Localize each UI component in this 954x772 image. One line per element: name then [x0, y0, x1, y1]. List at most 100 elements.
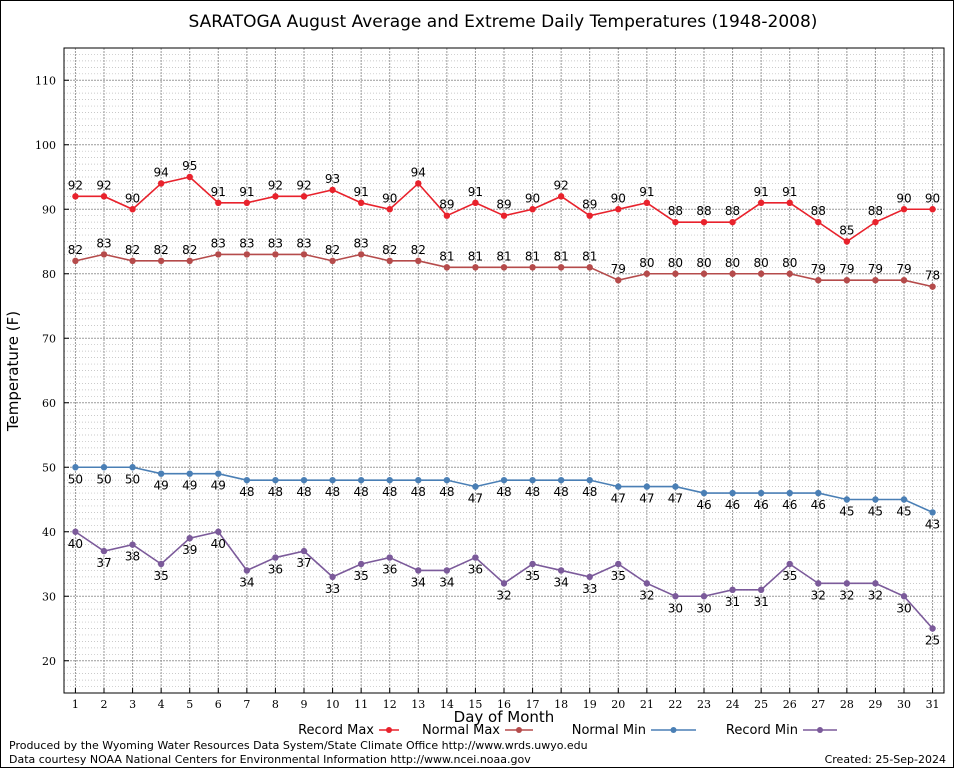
- record-min-data-label: 34: [411, 575, 426, 589]
- x-tick-label: 9: [301, 698, 308, 711]
- normal-max-point: [929, 283, 936, 290]
- record-max-point: [243, 199, 251, 206]
- normal-max-point: [615, 277, 622, 284]
- normal-max-point: [272, 251, 279, 258]
- normal-max-data-label: 80: [754, 256, 769, 270]
- record-max-point: [586, 212, 593, 219]
- record-min-point: [929, 625, 936, 632]
- record-min-data-label: 32: [496, 588, 511, 602]
- record-min-point: [272, 554, 279, 561]
- normal-min-point: [729, 489, 736, 497]
- normal-min-data-label: 45: [868, 505, 883, 519]
- record-min-point: [757, 586, 765, 593]
- record-max-data-label: 85: [839, 224, 854, 238]
- record-max-point: [272, 193, 279, 200]
- normal-max-data-label: 81: [468, 249, 483, 263]
- normal-max-point: [215, 251, 222, 258]
- normal-min-data-label: 47: [611, 492, 626, 506]
- normal-max-point: [786, 270, 793, 277]
- record-max-data-label: 92: [96, 178, 111, 192]
- normal-max-data-label: 80: [782, 256, 797, 270]
- record-max-data-label: 91: [468, 185, 483, 199]
- record-min-data-label: 37: [96, 556, 111, 570]
- normal-min-point: [472, 483, 479, 490]
- normal-max-point: [586, 264, 593, 271]
- major-grid: [64, 48, 944, 693]
- normal-min-point: [529, 476, 536, 484]
- x-tick-label: 18: [554, 698, 568, 711]
- normal-min-data-label: 46: [696, 498, 711, 512]
- record-max-data-label: 94: [154, 165, 169, 179]
- normal-max-data-label: 80: [639, 256, 654, 270]
- y-tick-label: 20: [42, 655, 56, 668]
- y-axis-label: Temperature (F): [4, 311, 22, 432]
- record-min-point: [586, 573, 593, 581]
- record-min-point: [729, 586, 736, 593]
- normal-min-data-label: 50: [96, 472, 111, 486]
- y-tick-label: 40: [42, 526, 56, 539]
- footer-credit-line: Produced by the Wyoming Water Resources …: [9, 739, 588, 752]
- x-axis-label: Day of Month: [454, 708, 555, 726]
- record-max-point: [872, 218, 879, 226]
- record-min-point: [500, 580, 508, 587]
- normal-max-data-label: 82: [411, 243, 426, 257]
- normal-max-data-label: 81: [582, 249, 597, 263]
- normal-max-data-label: 82: [382, 243, 397, 257]
- record-min-point: [215, 528, 222, 535]
- x-tick-label: 11: [354, 698, 368, 711]
- record-min-data-label: 31: [754, 595, 769, 609]
- normal-min-data-label: 48: [325, 485, 340, 499]
- record-min-point: [386, 554, 393, 561]
- normal-max-data-label: 81: [525, 249, 540, 263]
- record-max-point: [329, 186, 336, 194]
- record-min-data-label: 32: [839, 588, 854, 602]
- normal-max-data-label: 82: [325, 243, 340, 257]
- record-max-point: [757, 199, 765, 206]
- x-tick-label: 28: [840, 698, 854, 711]
- legend-marker-record-max: [386, 727, 392, 733]
- normal-min-point: [72, 464, 79, 471]
- record-min-data-label: 36: [382, 563, 397, 577]
- record-max-data-label: 89: [496, 198, 511, 212]
- record-max-point: [443, 212, 451, 219]
- normal-min-data-label: 49: [182, 479, 197, 493]
- normal-min-data-label: 48: [354, 485, 369, 499]
- y-tick-label: 80: [42, 268, 56, 281]
- record-max-point: [557, 193, 565, 200]
- normal-min-point: [900, 496, 908, 503]
- record-min-data-label: 35: [354, 569, 369, 583]
- record-min-data-label: 33: [325, 582, 340, 596]
- normal-min-data-label: 47: [639, 492, 654, 506]
- y-tick-label: 30: [42, 590, 56, 603]
- normal-min-point: [586, 476, 593, 484]
- normal-max-data-label: 83: [354, 236, 369, 250]
- normal-max-data-label: 78: [925, 269, 940, 283]
- normal-min-data-label: 46: [811, 498, 826, 512]
- record-max-point: [357, 199, 365, 206]
- x-tick-label: 26: [783, 698, 797, 711]
- record-max-point: [729, 218, 736, 226]
- record-max-data-label: 90: [382, 191, 397, 205]
- normal-max-data-label: 80: [725, 256, 740, 270]
- record-min-data-label: 33: [582, 582, 597, 596]
- record-min-data-label: 39: [182, 543, 197, 557]
- normal-min-data-label: 48: [496, 485, 511, 499]
- normal-max-point: [472, 264, 479, 271]
- normal-max-data-label: 79: [868, 262, 883, 276]
- record-max-data-label: 88: [868, 204, 883, 218]
- record-min-point: [100, 547, 108, 555]
- normal-min-point: [843, 496, 851, 503]
- normal-max-data-label: 82: [68, 243, 83, 257]
- footer-data-source: Data courtesy NOAA National Centers for …: [9, 753, 531, 766]
- normal-max-data-label: 83: [211, 236, 226, 250]
- normal-max-point: [900, 277, 908, 284]
- record-max-data-label: 95: [182, 159, 197, 173]
- normal-min-data-label: 50: [68, 472, 83, 486]
- record-min-data-label: 35: [525, 569, 540, 583]
- legend-label-record-min: Record Min: [726, 723, 798, 738]
- x-tick-label: 12: [383, 698, 397, 711]
- normal-max-point: [672, 270, 679, 277]
- normal-min-point: [872, 496, 879, 503]
- record-min-data-label: 30: [896, 601, 911, 615]
